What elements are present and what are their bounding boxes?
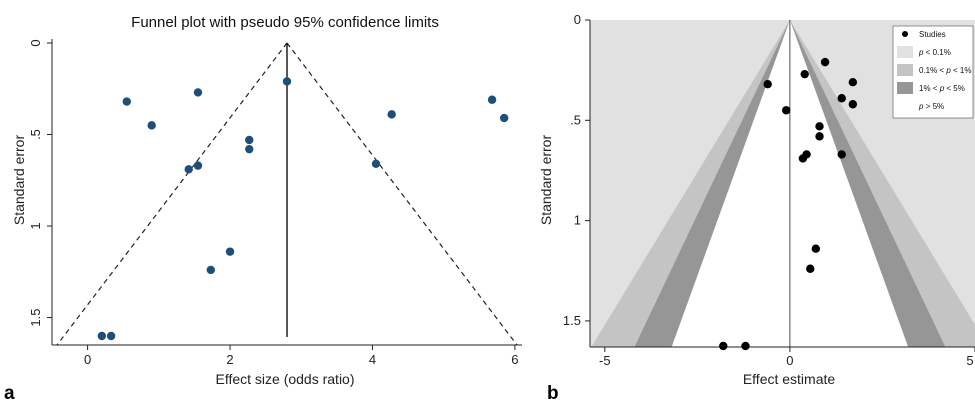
b-study-point	[848, 100, 858, 109]
funnel-plot-a: Funnel plot with pseudo 95% confidence l…	[4, 14, 522, 401]
b-legend-swatch-p_01_1	[897, 64, 913, 76]
b-x-tick-label: 5	[966, 353, 973, 368]
b-legend-label-studies: Studies	[919, 30, 946, 39]
a-x-tick-label: 6	[511, 352, 518, 367]
a-study-point	[193, 161, 203, 170]
a-y-tick-label: 1	[28, 222, 43, 229]
b-legend-marker-studies	[902, 31, 908, 37]
chart-b-xlabel: Effect estimate	[743, 371, 836, 387]
legend-b: Studies p < 0.1% 0.1% < p < 1% 1% < p < 5% p…	[892, 25, 974, 119]
b-study-point	[782, 106, 791, 115]
a-funnel-left-limit	[56, 42, 288, 346]
chart-a-xlabel: Effect size (odds ratio)	[215, 371, 354, 387]
b-x-tick-label: 0	[786, 353, 793, 368]
a-x-tick-label: 0	[84, 352, 91, 367]
b-y-tick-label: .5	[570, 112, 581, 127]
b-study-point	[820, 57, 830, 67]
b-y-tick-label: 0	[574, 12, 581, 27]
chart-a-ylabel: Standard error	[11, 135, 27, 226]
b-study-point	[806, 264, 815, 273]
a-study-point	[245, 135, 254, 145]
a-study-point	[245, 144, 254, 154]
b-study-point	[719, 341, 728, 351]
a-study-point	[97, 331, 107, 341]
a-x-tick-label: 4	[369, 352, 376, 367]
b-study-point	[811, 244, 821, 253]
a-study-point	[225, 247, 235, 256]
b-legend-label-p_lt_01: p < 0.1%	[918, 48, 951, 57]
a-y-tick-label: 0	[28, 39, 43, 46]
b-legend-label-p_1_5: 1% < p < 5%	[919, 84, 965, 93]
a-study-point	[387, 110, 396, 119]
contour-funnel-plot-b: -5 0 5 0 .5 1 1.5 Studies p < 0.1% 0.1% < p < 1%…	[538, 12, 975, 401]
b-study-point	[798, 154, 808, 163]
b-y-tick-label: 1	[574, 213, 581, 228]
b-x-tick-label: -5	[599, 353, 611, 368]
a-study-point	[193, 88, 203, 97]
a-study-point	[206, 265, 216, 275]
a-funnel-right-limit	[286, 42, 518, 346]
b-study-point	[815, 122, 824, 131]
a-study-point	[487, 95, 497, 104]
b-legend-label-p_01_1: 0.1% < p < 1%	[919, 66, 972, 75]
b-study-point	[763, 79, 772, 89]
b-study-point	[815, 132, 824, 141]
a-y-tick-label: .5	[28, 129, 43, 140]
a-study-point	[122, 97, 131, 106]
panel-label-a: a	[4, 383, 15, 401]
a-y-tick-label: 1.5	[28, 309, 43, 327]
b-legend-swatch-p_1_5	[897, 82, 913, 94]
a-study-point	[106, 331, 116, 341]
a-study-point	[282, 77, 292, 86]
b-study-point	[800, 69, 809, 79]
panel-label-b: b	[547, 383, 559, 401]
a-study-point	[499, 113, 509, 123]
b-study-point	[837, 150, 846, 159]
chart-b-ylabel: Standard error	[538, 135, 554, 226]
b-study-point	[837, 94, 846, 103]
a-x-tick-label: 2	[226, 352, 233, 367]
b-legend-swatch-p_lt_01	[897, 46, 913, 58]
b-study-point	[848, 77, 858, 87]
a-study-point	[184, 165, 193, 174]
b-y-tick-label: 1.5	[563, 313, 581, 328]
a-study-point	[371, 159, 381, 168]
a-study-point	[147, 121, 156, 130]
chart-a-title: Funnel plot with pseudo 95% confidence l…	[131, 14, 439, 31]
b-study-point	[741, 341, 750, 351]
b-legend-label-p_gt_5: p > 5%	[918, 102, 944, 111]
